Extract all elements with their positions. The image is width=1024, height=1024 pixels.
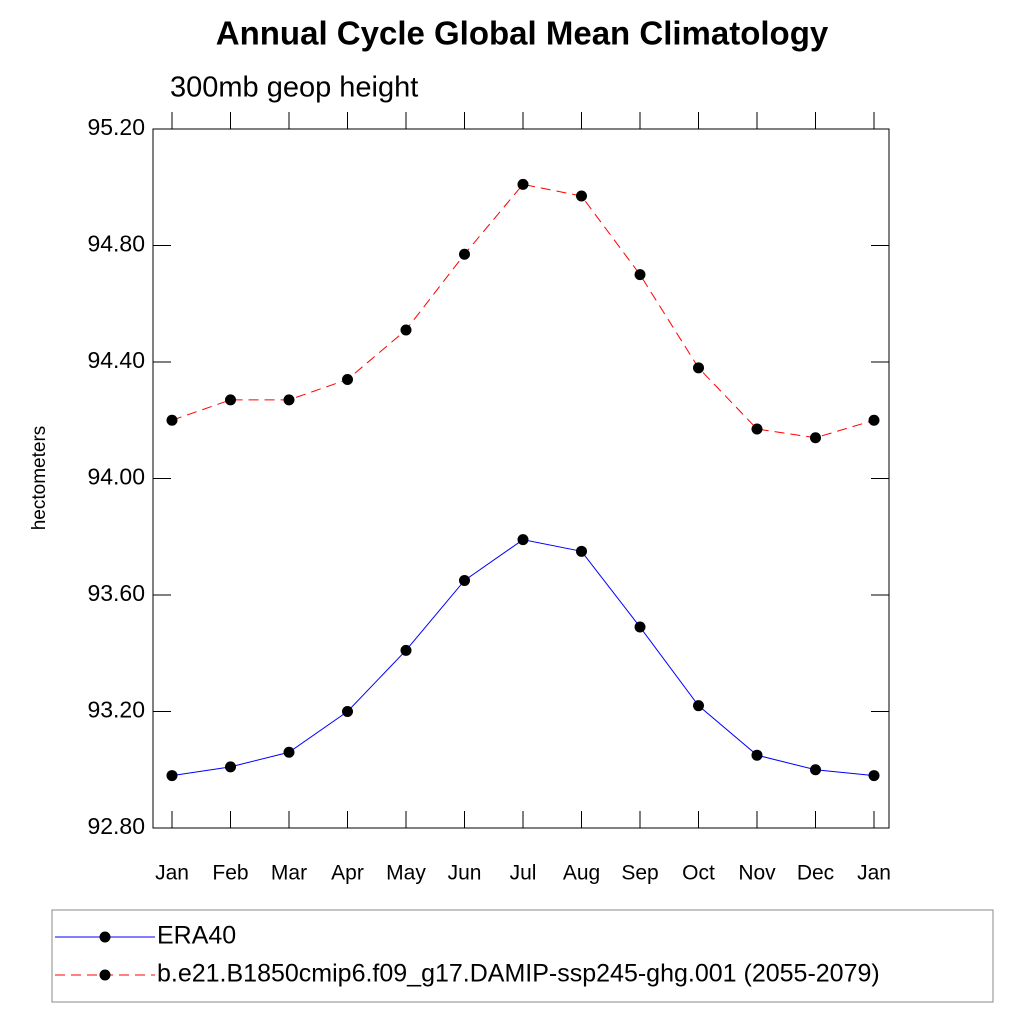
marker xyxy=(693,700,704,712)
marker xyxy=(166,414,178,426)
chart-subtitle: 300mb geop height xyxy=(170,72,418,104)
y-tick-label: 94.80 xyxy=(87,231,145,257)
marker xyxy=(225,394,236,406)
x-tick-label: Apr xyxy=(331,862,364,885)
marker xyxy=(517,178,529,190)
chart-title: Annual Cycle Global Mean Climatology xyxy=(216,15,829,52)
x-tick-label: Jun xyxy=(448,862,482,885)
marker xyxy=(868,770,880,782)
marker xyxy=(634,269,646,281)
x-tick-label: Nov xyxy=(738,862,776,885)
x-tick-label: Feb xyxy=(212,862,248,885)
y-tick-label: 94.00 xyxy=(87,464,145,490)
y-tick-label: 93.20 xyxy=(87,697,145,723)
marker xyxy=(225,761,236,773)
marker xyxy=(342,373,353,385)
x-tick-label: Jan xyxy=(857,862,891,885)
y-tick-label: 92.80 xyxy=(87,813,145,839)
y-tick-label: 94.40 xyxy=(87,347,145,373)
marker xyxy=(459,248,470,260)
x-tick-label: Dec xyxy=(797,862,834,885)
x-tick-label: Jul xyxy=(510,862,537,885)
plot-frame xyxy=(152,128,890,829)
x-tick-label: Oct xyxy=(682,862,715,885)
marker xyxy=(810,764,821,776)
legend-marker xyxy=(99,969,111,981)
marker xyxy=(283,394,295,406)
marker xyxy=(576,545,587,557)
marker xyxy=(751,423,763,435)
marker xyxy=(283,746,295,758)
series-line xyxy=(171,539,875,777)
marker xyxy=(400,324,412,336)
marker xyxy=(342,706,353,717)
x-tick-label: Aug xyxy=(563,862,600,885)
y-axis-label: hectometers xyxy=(29,426,50,531)
marker xyxy=(810,432,821,444)
marker xyxy=(400,644,412,656)
marker xyxy=(634,621,646,633)
legend-label: ERA40 xyxy=(157,922,236,950)
legend-box xyxy=(51,909,994,1003)
x-tick-label: Jan xyxy=(155,862,189,885)
marker xyxy=(751,749,763,761)
x-tick-label: May xyxy=(386,862,426,885)
x-tick-label: Mar xyxy=(271,862,307,885)
marker xyxy=(459,574,470,586)
marker xyxy=(517,534,529,546)
marker xyxy=(166,770,178,782)
marker xyxy=(868,414,880,426)
marker xyxy=(576,190,587,202)
marker xyxy=(693,362,704,374)
y-tick-label: 95.20 xyxy=(87,114,145,140)
y-tick-label: 93.60 xyxy=(87,580,145,606)
x-tick-label: Sep xyxy=(621,862,658,885)
legend-marker xyxy=(99,931,111,943)
legend-label: b.e21.B1850cmip6.f09_g17.DAMIP-ssp245-gh… xyxy=(157,960,880,988)
series-line xyxy=(171,183,875,439)
